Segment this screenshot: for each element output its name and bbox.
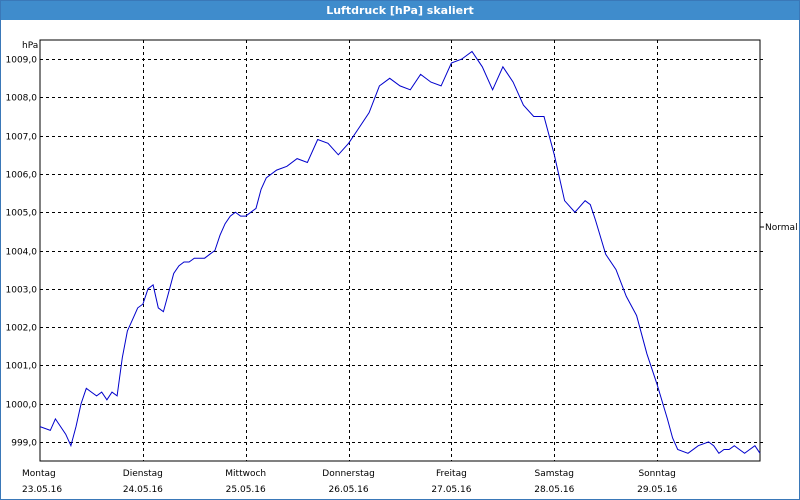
y-tick-label: 1007,0 [6,133,38,143]
x-tick-day: Dienstag [123,469,163,479]
x-tick-day: Sonntag [638,469,675,479]
legend: Normal [760,223,798,233]
x-tick-date: 29.05.16 [637,485,677,495]
series-line-normal [39,50,761,455]
y-tick-label: 1006,0 [6,171,38,181]
y-tick-label: 1004,0 [6,248,38,258]
x-axis-ticks: Montag 23.05.16 Dienstag 24.05.16 Mittwoch 25… [22,469,677,495]
x-tick-date: 23.05.16 [22,485,62,495]
y-tick-label: 1001,0 [6,362,38,372]
grid-lines [40,40,764,461]
x-tick-day: Montag [22,469,56,479]
x-tick-date: 27.05.16 [431,485,471,495]
y-axis-ticks: 999,0 1000,0 1001,0 1002,0 1003,0 1004,0 1005,… [6,56,38,449]
plot-area [39,39,761,462]
legend-entry-normal: Normal [765,223,798,233]
y-tick-label: 999,0 [11,439,37,449]
y-tick-label: 1003,0 [6,286,38,296]
y-axis-unit: hPa [22,41,38,51]
x-tick-date: 24.05.16 [123,485,163,495]
x-tick-date: 26.05.16 [329,485,369,495]
x-tick-day: Samstag [535,469,574,479]
x-tick-day: Freitag [436,469,467,479]
y-tick-label: 1009,0 [6,56,38,66]
x-tick-date: 28.05.16 [534,485,574,495]
y-tick-label: 1000,0 [6,401,38,411]
y-tick-label: 1002,0 [6,324,38,334]
x-tick-day: Donnerstag [322,469,375,479]
y-tick-label: 1008,0 [6,94,38,104]
x-tick-date: 25.05.16 [226,485,266,495]
window-title: Luftdruck [hPa] skaliert [1,1,799,20]
x-tick-day: Mittwoch [225,469,266,479]
y-tick-label: 1005,0 [6,209,38,219]
